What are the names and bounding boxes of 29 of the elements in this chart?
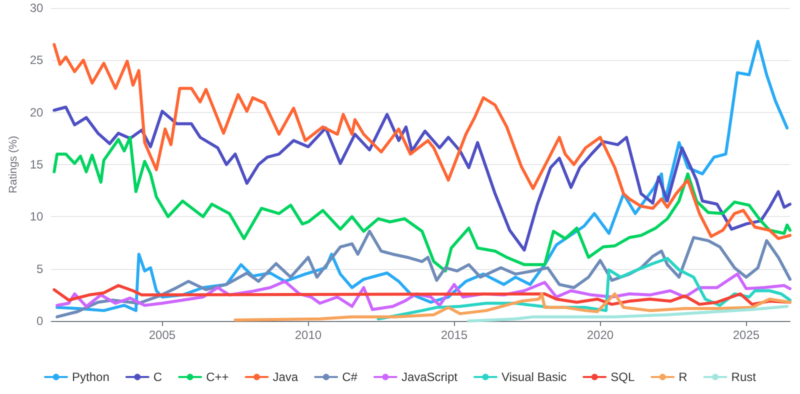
y-axis-title: Ratings (%): [8, 136, 20, 194]
legend-label: C++: [206, 370, 229, 384]
line-series: [52, 136, 792, 272]
legend-label: R: [678, 370, 688, 384]
y-tick-label: 15: [30, 158, 44, 172]
x-tick-label: 2025: [732, 328, 760, 342]
legend-label: Rust: [731, 370, 757, 384]
legend-label: Visual Basic: [501, 370, 567, 384]
line-series: [56, 230, 792, 318]
y-tick-label: 30: [30, 1, 44, 15]
legend-label: C: [153, 370, 162, 384]
y-tick-label: 25: [30, 53, 44, 68]
legend-label: JavaScript: [401, 370, 458, 384]
y-tick-label: 10: [30, 210, 44, 224]
x-tick-label: 2015: [440, 328, 468, 342]
x-tick-label: 2020: [586, 328, 614, 342]
y-tick-label: 20: [30, 105, 44, 120]
legend-label: Python: [72, 370, 110, 384]
line-series: [52, 43, 792, 240]
y-tick-label: 0: [36, 314, 44, 328]
legend-label: Java: [272, 370, 298, 384]
legend-label: C#: [342, 370, 358, 384]
line-series: [234, 292, 792, 322]
legend-label: SQL: [610, 370, 635, 384]
line-series: [467, 304, 789, 322]
y-tick-label: 5: [36, 262, 44, 276]
x-tick-label: 2010: [294, 328, 322, 342]
line-series: [52, 106, 792, 252]
x-tick-label: 2005: [148, 328, 176, 342]
